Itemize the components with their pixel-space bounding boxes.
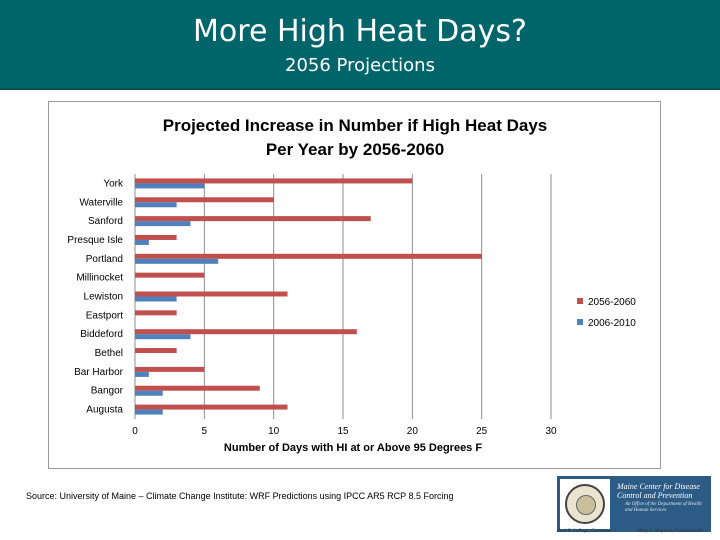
x-tick-label: 5 — [202, 426, 208, 437]
y-tick-label: Millinocket — [76, 273, 123, 284]
y-tick-label: Augusta — [86, 405, 123, 416]
bar-2006-2010-bar-harbor — [135, 371, 149, 377]
credit-commissioner: Mary C. Mayhew, Commissioner — [637, 529, 703, 534]
y-tick-label: Portland — [86, 254, 123, 265]
logo-line-3: An Office of the Department of Health an… — [625, 502, 702, 513]
y-tick-label: Sanford — [88, 216, 123, 227]
seal-background — [560, 479, 610, 529]
y-tick-label: Lewiston — [84, 292, 123, 303]
bar-2006-2010-sanford — [135, 221, 191, 227]
bar-2006-2010-bangor — [135, 390, 163, 396]
bar-2006-2010-augusta — [135, 409, 163, 415]
bar-2056-2060-bangor — [135, 385, 260, 391]
credit-governor: Paul R. LePage, Governor — [557, 529, 611, 534]
bar-2056-2060-millinocket — [135, 272, 205, 278]
y-tick-label: Bethel — [95, 348, 123, 359]
x-tick-label: 10 — [268, 426, 280, 437]
logo-line-1: Maine Center for Disease — [617, 482, 700, 491]
bar-2056-2060-biddeford — [135, 329, 357, 335]
bar-2056-2060-presque-isle — [135, 234, 177, 240]
bar-chart: Projected Increase in Number if High Hea… — [67, 116, 636, 454]
x-tick-label: 30 — [545, 426, 557, 437]
y-tick-label: York — [103, 178, 124, 189]
bar-2006-2010-presque-isle — [135, 239, 149, 245]
legend-label-2006-2010: 2006-2010 — [588, 318, 636, 329]
bar-2056-2060-eastport — [135, 310, 177, 316]
legend-swatch-2006-2010 — [577, 319, 583, 325]
y-tick-label: Presque Isle — [67, 235, 123, 246]
x-tick-label: 20 — [407, 426, 419, 437]
x-tick-label: 25 — [476, 426, 488, 437]
y-tick-label: Bar Harbor — [74, 367, 124, 378]
slide-header: More High Heat Days? 2056 Projections — [0, 0, 720, 90]
bar-2006-2010-york — [135, 183, 205, 189]
legend-swatch-2056-2060 — [577, 298, 583, 304]
y-tick-label: Biddeford — [80, 329, 123, 340]
bar-2006-2010-lewiston — [135, 296, 177, 302]
bar-2006-2010-waterville — [135, 202, 177, 208]
slide-title: More High Heat Days? — [193, 14, 527, 49]
bar-2056-2060-portland — [135, 253, 482, 259]
source-note: Source: University of Maine – Climate Ch… — [26, 491, 454, 501]
slide-subtitle: 2056 Projections — [285, 55, 435, 76]
chart-title-line-2: Per Year by 2056-2060 — [266, 140, 444, 159]
chart-container: Projected Increase in Number if High Hea… — [48, 101, 661, 469]
y-tick-label: Bangor — [91, 386, 124, 397]
chart-title-line-1: Projected Increase in Number if High Hea… — [163, 116, 548, 135]
legend-label-2056-2060: 2056-2060 — [588, 297, 636, 308]
logo-line-2: Control and Prevention — [617, 491, 693, 500]
state-seal-icon — [565, 484, 605, 524]
bar-2056-2060-waterville — [135, 197, 274, 203]
bar-2056-2060-york — [135, 178, 413, 184]
bar-2056-2060-augusta — [135, 404, 288, 410]
bar-2006-2010-portland — [135, 258, 219, 264]
maine-cdc-logo: Maine Center for Disease Control and Pre… — [557, 476, 711, 532]
y-tick-label: Waterville — [79, 197, 123, 208]
bar-2056-2060-bethel — [135, 348, 177, 354]
bar-2006-2010-biddeford — [135, 334, 191, 340]
bar-2056-2060-lewiston — [135, 291, 288, 297]
y-tick-label: Eastport — [86, 310, 123, 321]
bar-2056-2060-sanford — [135, 216, 371, 222]
x-tick-label: 0 — [132, 426, 138, 437]
bar-2056-2060-bar-harbor — [135, 366, 205, 372]
x-axis-label: Number of Days with HI at or Above 95 De… — [224, 442, 482, 454]
x-tick-label: 15 — [337, 426, 349, 437]
